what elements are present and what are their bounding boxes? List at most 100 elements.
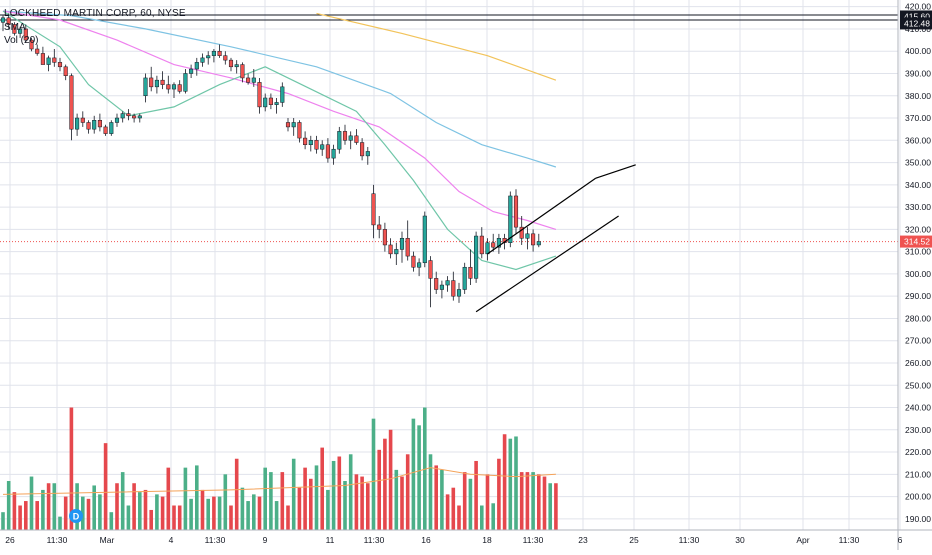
volume-bar (508, 438, 513, 530)
volume-bar (434, 465, 438, 530)
trendline (475, 215, 619, 313)
candle-body (308, 140, 313, 145)
volume-bar (428, 454, 433, 530)
candle-body (251, 77, 256, 83)
candle-body (394, 249, 399, 255)
volume-bar (537, 474, 541, 530)
candle-body (337, 131, 342, 150)
volume-bar (132, 483, 136, 530)
candle (46, 55, 51, 72)
candle (337, 126, 342, 154)
candle-body (126, 113, 131, 117)
y-tick-label: 420.00 (905, 2, 931, 12)
volume-bar (468, 478, 473, 530)
candle (354, 129, 359, 145)
candle (382, 222, 387, 252)
y-tick-label: 200.00 (905, 492, 931, 502)
candle (297, 120, 302, 143)
y-tick-label: 270.00 (905, 336, 931, 346)
trendline (595, 164, 636, 179)
volume-bar (195, 465, 199, 530)
volume-bar (303, 467, 307, 530)
y-tick-label: 300.00 (905, 269, 931, 279)
candle-body (285, 122, 291, 128)
candle (388, 238, 393, 259)
candle-body (377, 224, 382, 230)
candle (308, 135, 313, 152)
candle-body (399, 238, 405, 250)
volume-bar (252, 494, 256, 530)
candle-body (439, 284, 444, 290)
candle-body (434, 278, 439, 290)
chart-title[interactable]: LOCKHEED MARTIN CORP, 60, NYSE (4, 8, 186, 19)
volume-bar (6, 481, 11, 530)
volume-bar (405, 454, 410, 530)
y-tick-label: 290.00 (905, 291, 931, 301)
session-marker-circle (69, 509, 83, 523)
volume-bar (519, 472, 524, 530)
candle (52, 48, 57, 67)
candle-body (462, 266, 467, 290)
candle (325, 138, 330, 163)
volume-bar (291, 458, 296, 530)
candle-body (519, 226, 524, 239)
candle (149, 66, 154, 92)
volume-bar (337, 456, 342, 530)
candle-body (40, 53, 45, 65)
volume-bar (69, 407, 74, 530)
candle-body (35, 48, 40, 54)
candle (137, 113, 142, 123)
volume-bar (331, 460, 336, 530)
volume-bar (63, 496, 68, 530)
candle (474, 231, 479, 283)
volume-bar (172, 505, 176, 530)
candle (217, 44, 222, 58)
candle-body (69, 75, 74, 130)
candle (422, 211, 427, 268)
candle (103, 124, 108, 136)
candle-body (171, 84, 177, 90)
candle-body (228, 59, 234, 68)
candle-body (468, 266, 473, 279)
volume-bar (366, 483, 370, 530)
candle-body (303, 137, 308, 145)
volume-bar (377, 449, 381, 530)
sma-long-line (2, 10, 557, 168)
volume-bar (126, 505, 131, 530)
candle (263, 93, 268, 112)
candle-body (234, 64, 239, 68)
candle-body (354, 135, 359, 143)
x-tick-label: 26 (5, 535, 15, 545)
candle (439, 280, 444, 299)
candle (177, 80, 182, 94)
volume-bar (263, 467, 267, 530)
candle (200, 53, 205, 67)
indicator-volume-label[interactable]: Vol (20) (4, 35, 39, 46)
volume-bar (286, 505, 290, 530)
indicator-sma-label[interactable]: SMA (4, 22, 26, 33)
volume-bar (177, 505, 182, 530)
x-tick-label: 11:30 (47, 535, 68, 545)
volume-bar (348, 454, 353, 530)
candle-body (485, 242, 490, 255)
y-tick-label: 280.00 (905, 313, 931, 323)
candle-body (451, 280, 456, 297)
candle (485, 238, 490, 261)
candle-body (263, 97, 268, 108)
volume-bar (274, 501, 279, 530)
volume-bar (120, 472, 125, 530)
candle-body (223, 55, 228, 61)
candle-body (97, 120, 102, 128)
candle (189, 64, 194, 78)
y-tick-label: 230.00 (905, 425, 931, 435)
y-tick-label: 260.00 (905, 358, 931, 368)
candle (303, 131, 308, 150)
candle-body (513, 195, 519, 228)
volume-bar (46, 483, 51, 530)
volume-bar (388, 429, 393, 530)
volume-bar (115, 483, 119, 530)
candle (18, 26, 23, 38)
x-tick-label: Mar (100, 535, 115, 545)
